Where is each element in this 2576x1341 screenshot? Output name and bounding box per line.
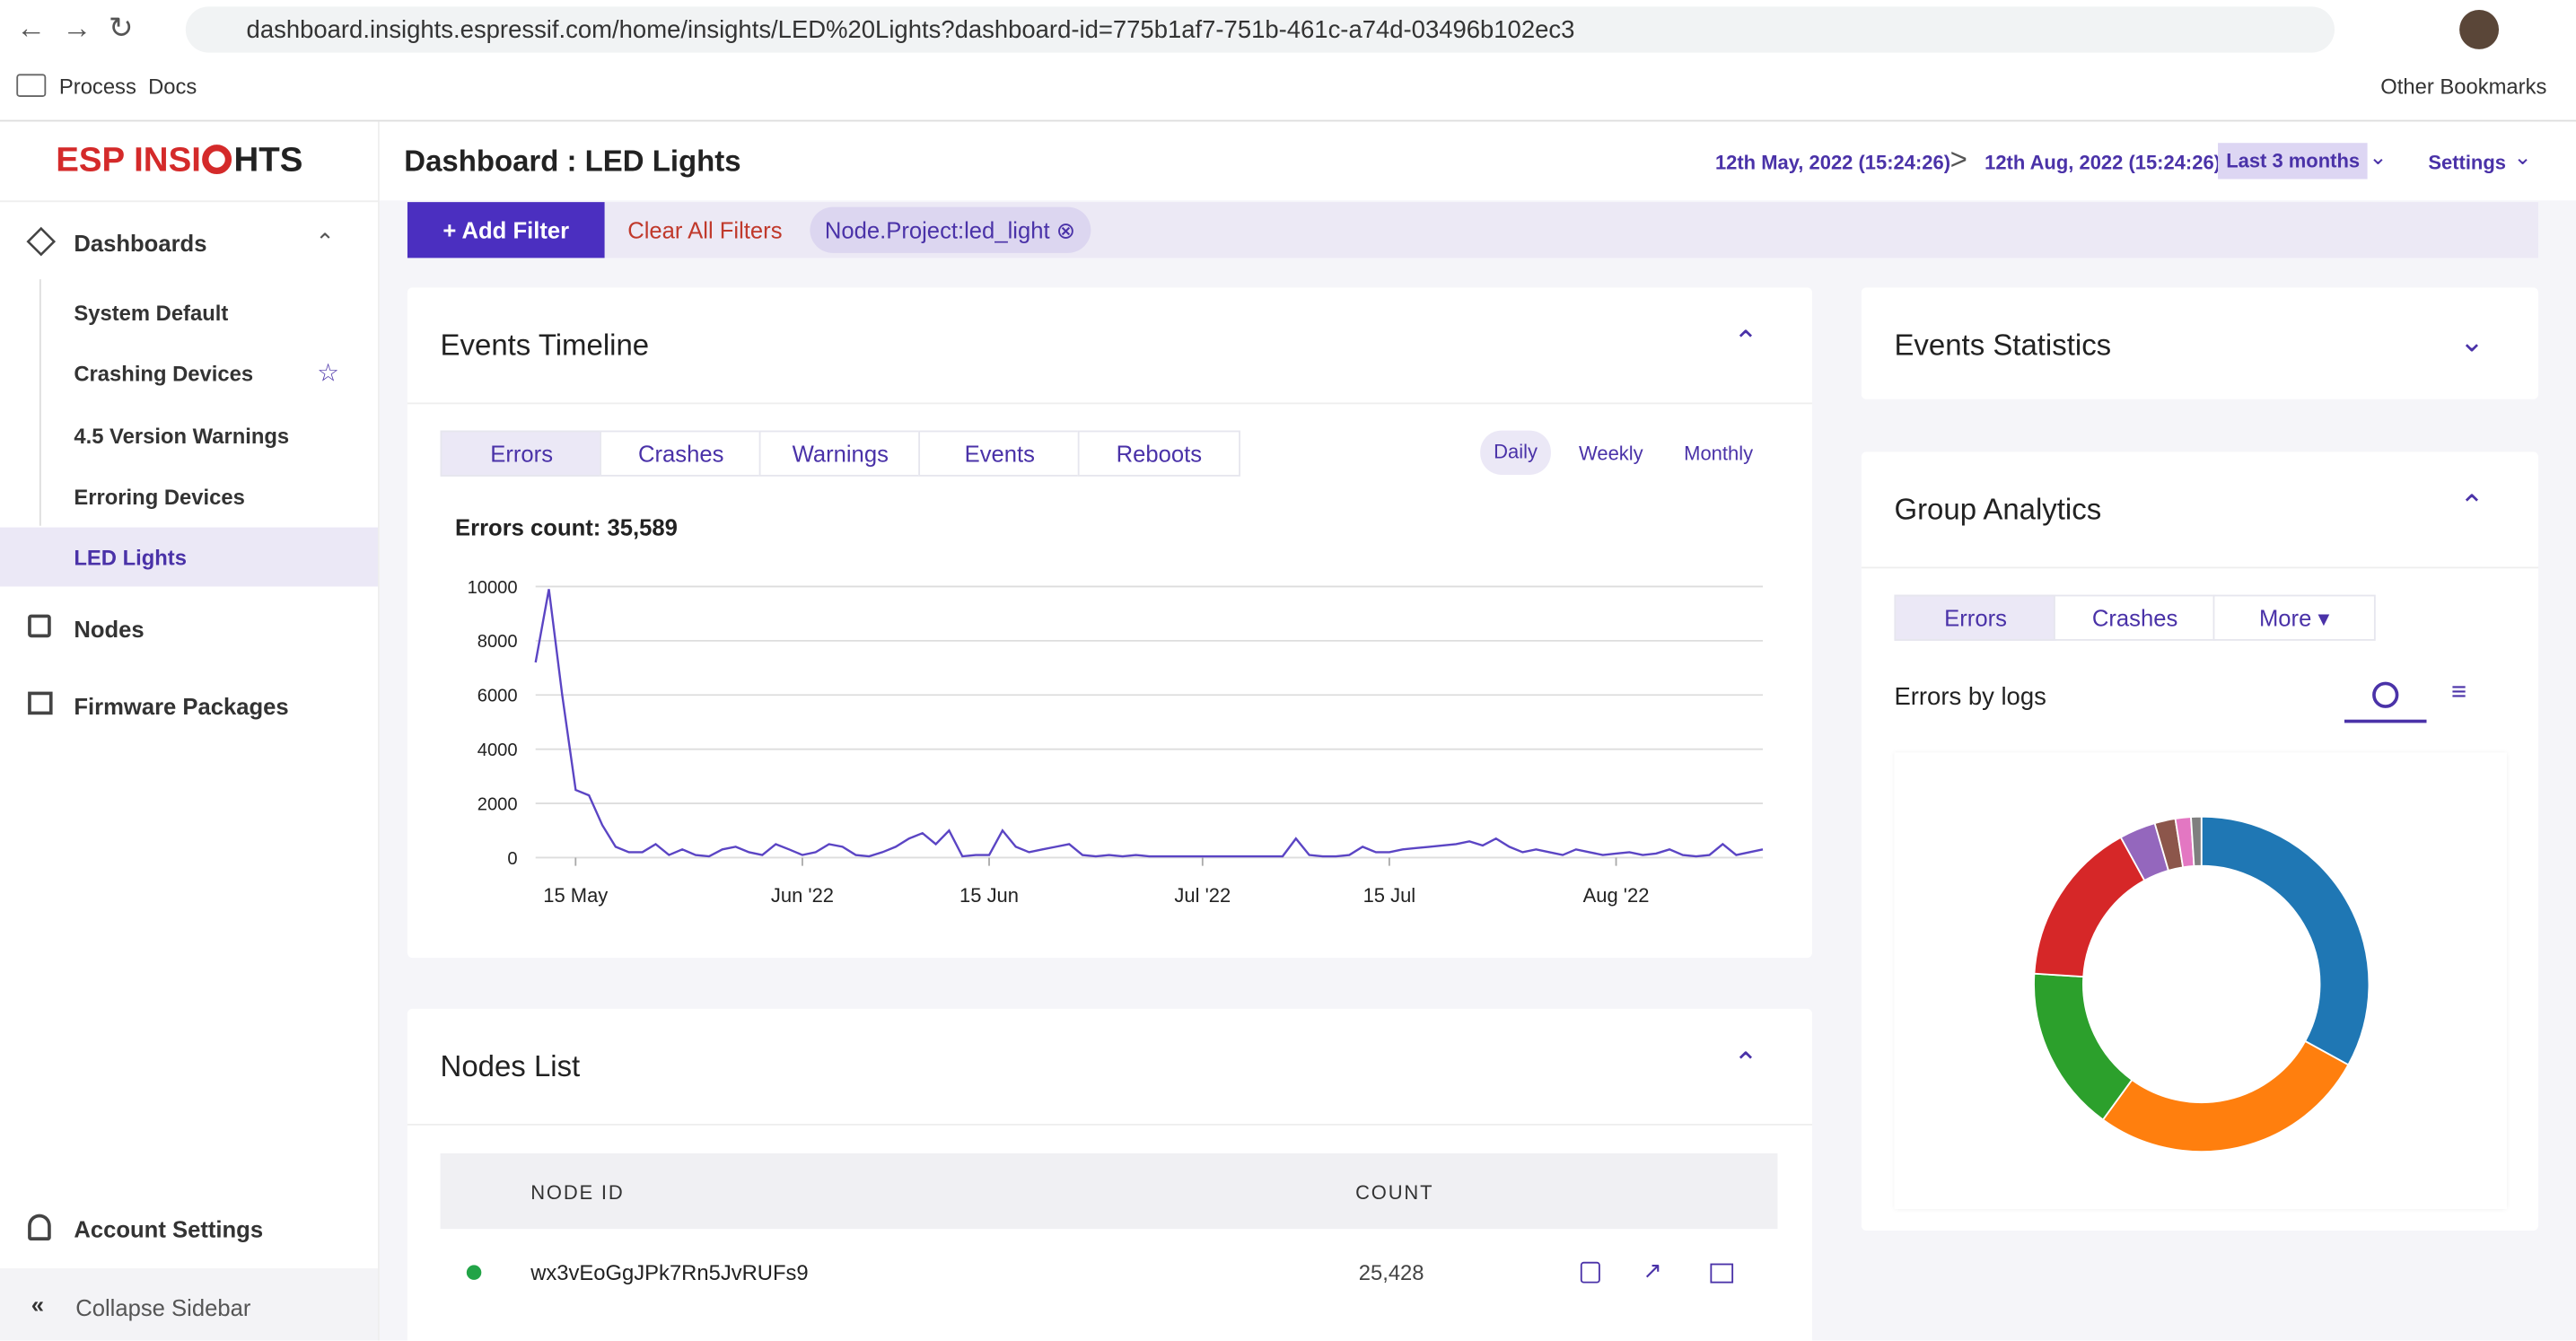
line-series (536, 589, 1763, 856)
pie-slice (2034, 837, 2144, 977)
y-tick-label: 6000 (478, 687, 518, 706)
x-tick-label: Aug '22 (1583, 884, 1650, 907)
pie-slice (2034, 974, 2132, 1120)
x-tick-label: 15 May (543, 884, 608, 907)
y-tick-label: 8000 (478, 632, 518, 652)
y-tick-label: 4000 (478, 741, 518, 760)
x-tick-label: Jun '22 (771, 884, 834, 907)
x-tick-label: 15 Jun (959, 884, 1019, 907)
pie-slice (2103, 1041, 2348, 1152)
y-tick-label: 2000 (478, 794, 518, 814)
x-tick-label: 15 Jul (1363, 884, 1416, 907)
pie-slice (2202, 817, 2370, 1065)
x-tick-label: Jul '22 (1174, 884, 1231, 907)
y-tick-label: 0 (507, 849, 517, 869)
y-tick-label: 10000 (468, 578, 518, 598)
